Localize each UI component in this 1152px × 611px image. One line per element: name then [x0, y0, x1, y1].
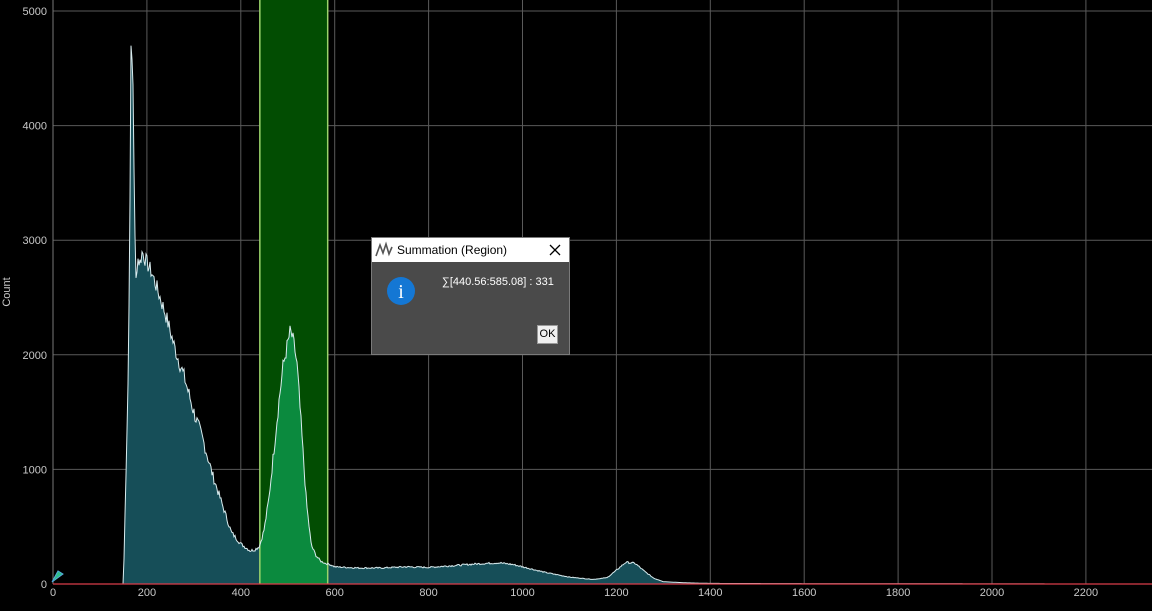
- x-tick-label: 1200: [604, 587, 628, 599]
- summation-dialog: Summation (Region) i ∑[440.56:585.08] : …: [371, 237, 570, 355]
- y-tick-label: 4000: [23, 121, 47, 133]
- info-icon: i: [387, 277, 415, 305]
- x-tick-label: 1400: [698, 587, 722, 599]
- y-tick-label: 2000: [23, 350, 47, 362]
- info-glyph: i: [398, 281, 404, 303]
- x-tick-label: 2200: [1074, 587, 1098, 599]
- x-tick-label: 200: [138, 587, 156, 599]
- x-tick-label: 0: [50, 587, 56, 599]
- x-tick-label: 800: [419, 587, 437, 599]
- ok-button[interactable]: OK: [537, 325, 558, 344]
- close-icon: [549, 244, 561, 256]
- grid-lines: [52, 0, 1152, 584]
- x-tick-label: 400: [232, 587, 250, 599]
- dialog-titlebar[interactable]: Summation (Region): [372, 238, 569, 262]
- origin-marker-icon[interactable]: [51, 570, 64, 583]
- dialog-message: ∑[440.56:585.08] : 331: [442, 276, 554, 288]
- y-tick-label: 1000: [23, 464, 47, 476]
- x-tick-label: 1600: [792, 587, 816, 599]
- x-tick-label: 600: [326, 587, 344, 599]
- x-tick-label: 2000: [980, 587, 1004, 599]
- y-tick-label: 0: [41, 579, 47, 591]
- dialog-title: Summation (Region): [397, 243, 508, 257]
- x-tick-label: 1000: [510, 587, 534, 599]
- histogram-area: [53, 45, 1152, 585]
- y-tick-label: 5000: [23, 6, 47, 18]
- histogram-region-area: [260, 325, 327, 584]
- y-tick-labels: 0 1000 2000 3000 4000 5000: [23, 6, 47, 591]
- y-tick-label: 3000: [23, 235, 47, 247]
- waveform-app-icon: [375, 241, 393, 257]
- y-axis-title: Count: [1, 277, 13, 306]
- x-tick-label: 1800: [886, 587, 910, 599]
- close-button[interactable]: [541, 238, 569, 262]
- dialog-body: i ∑[440.56:585.08] : 331 OK: [372, 262, 569, 354]
- x-tick-labels: 0 200 400 600 800 1000 1200 1400 1600 1800 2000 220…: [50, 587, 1098, 599]
